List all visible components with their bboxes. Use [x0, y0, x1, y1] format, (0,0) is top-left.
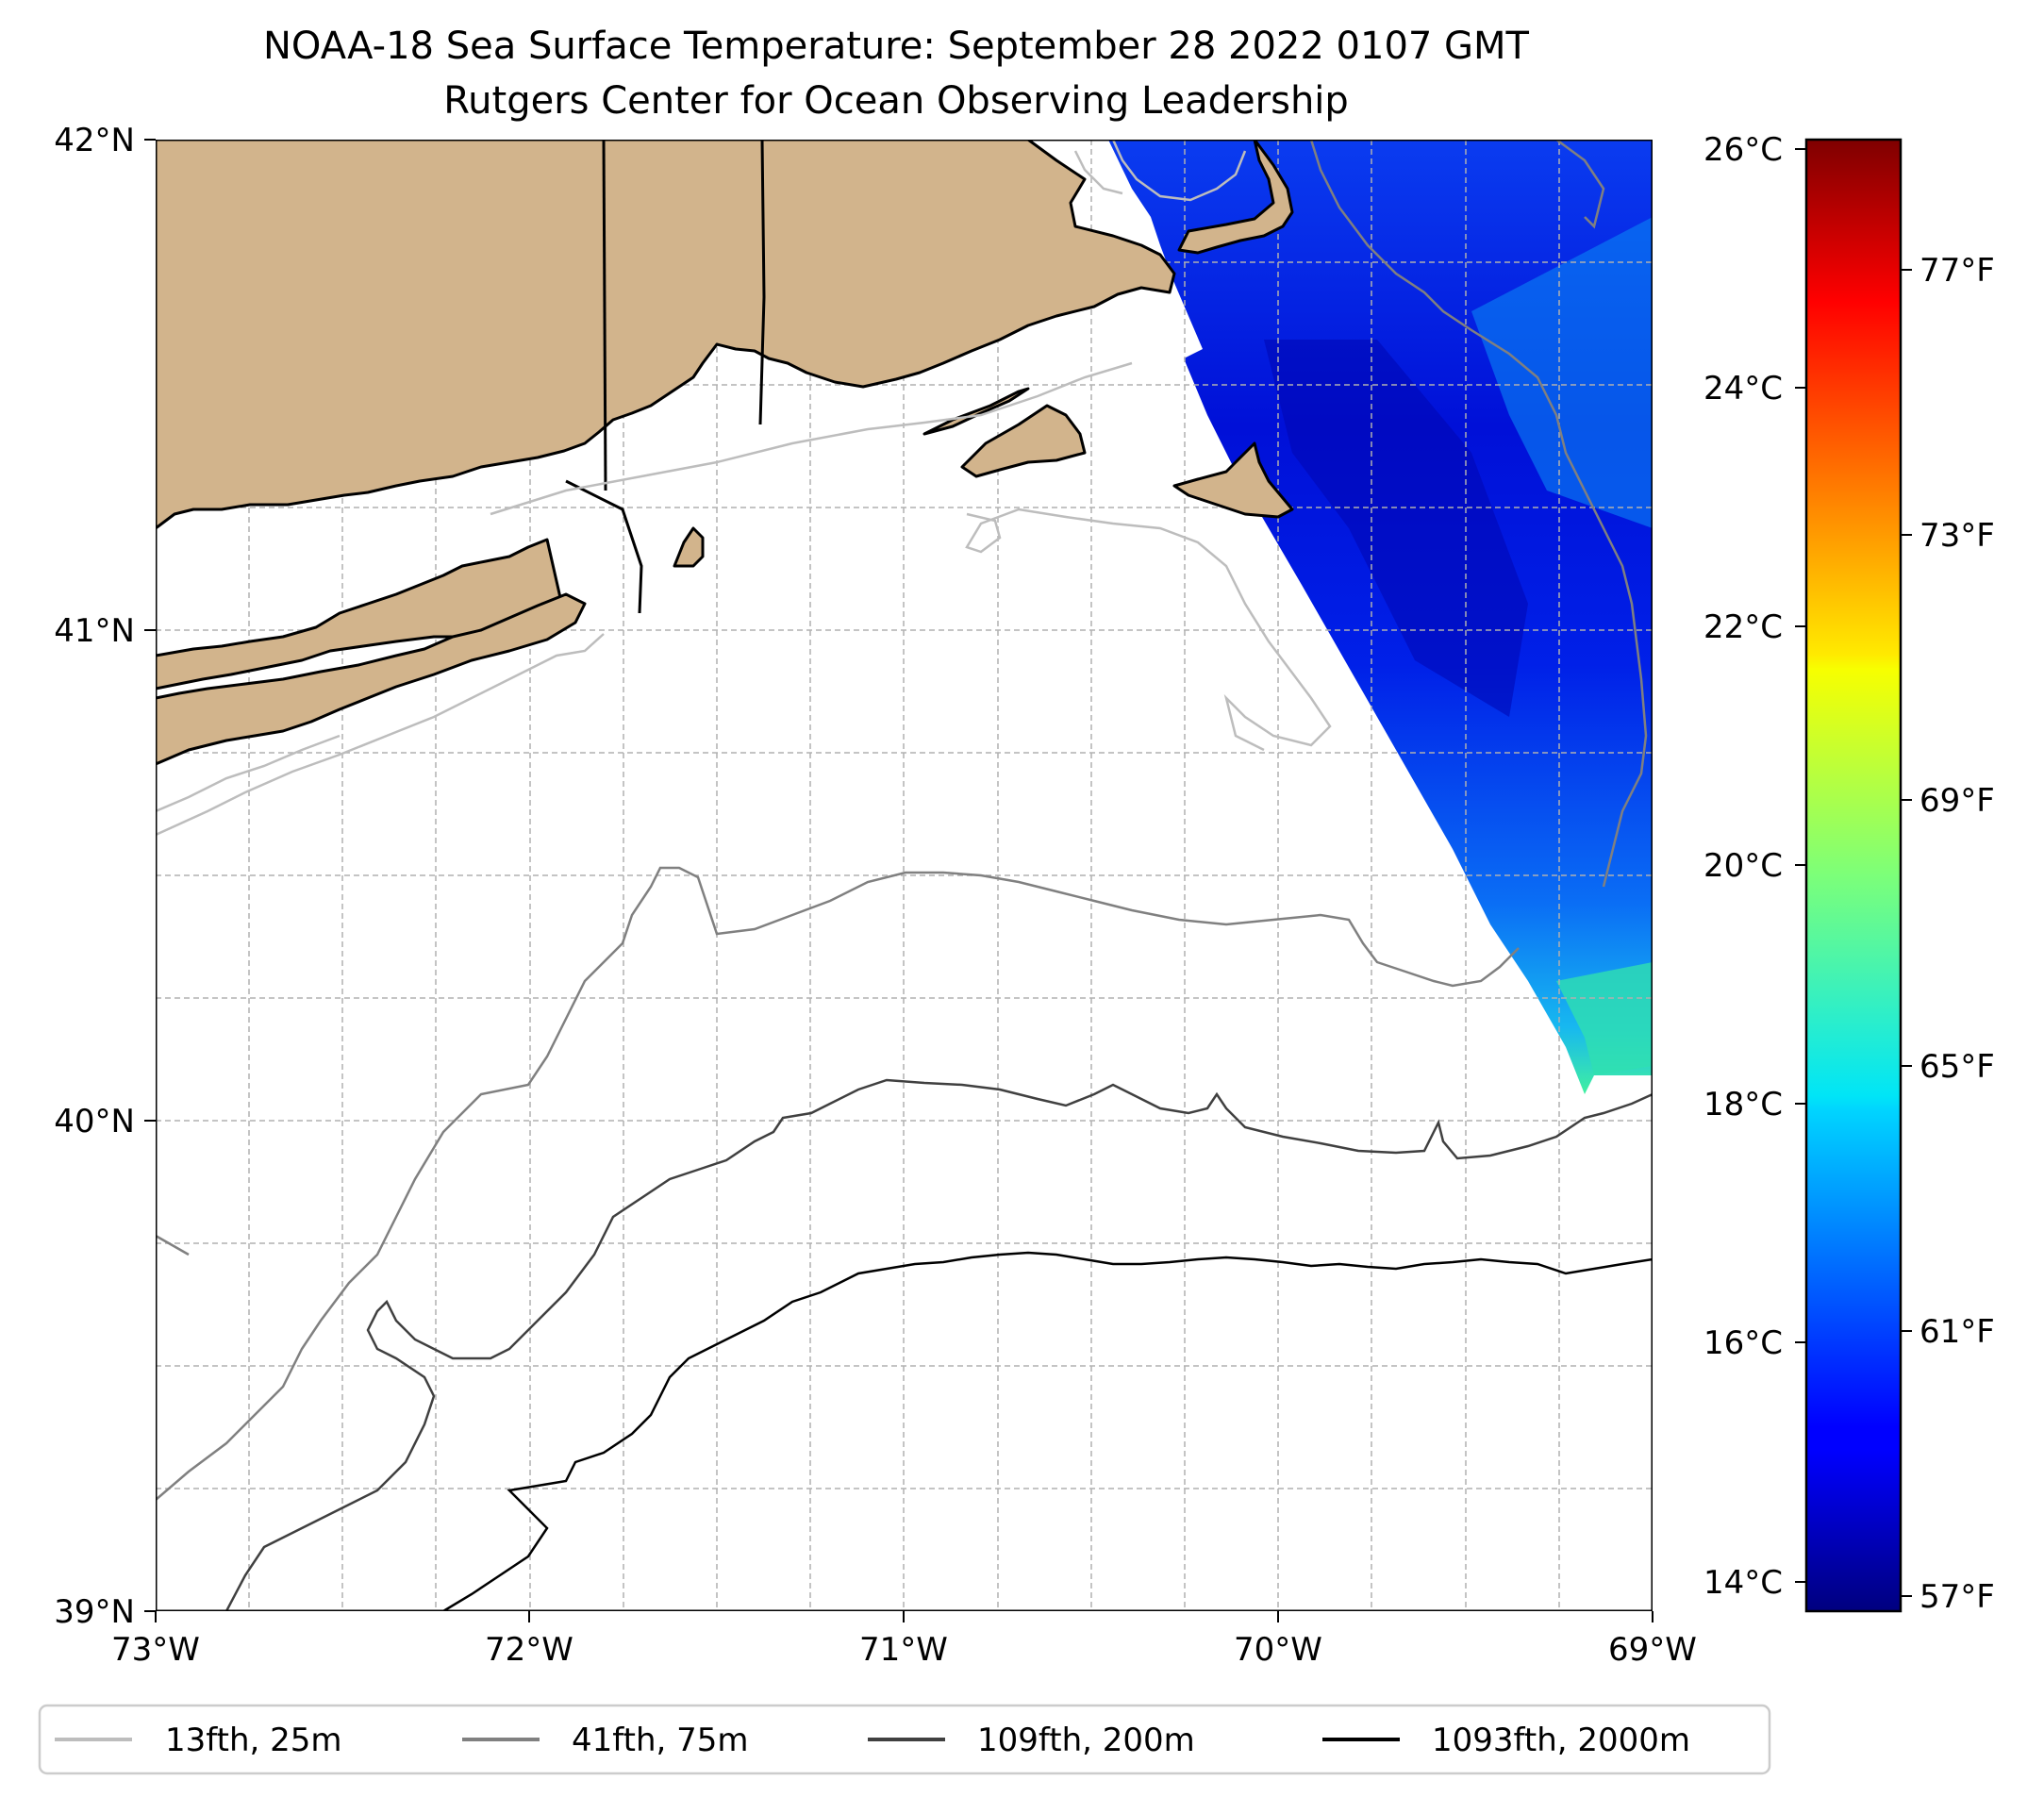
isobath-legend: 13fth, 25m 41fth, 75m 109fth, 200m 1093f…: [38, 1704, 1771, 1775]
colorbar-fahrenheit-label: 73°F: [1919, 517, 1995, 555]
map-panel: [156, 140, 1653, 1611]
lon-label: 69°W: [1608, 1631, 1697, 1669]
colorbar-fahrenheit-label: 57°F: [1919, 1578, 1995, 1616]
map-title-line2: Rutgers Center for Ocean Observing Leade…: [443, 79, 1349, 123]
sst-light-patch: [1471, 217, 1653, 528]
land-block-island: [673, 526, 705, 568]
map-title-line1: NOAA-18 Sea Surface Temperature: Septemb…: [263, 25, 1530, 68]
land-mainland: [156, 140, 1176, 530]
land: [156, 140, 1294, 766]
colorbar-celsius-label: 24°C: [1703, 370, 1783, 408]
colorbar-gradient: [1804, 138, 1903, 1613]
lat-label: 42°N: [54, 122, 135, 159]
legend-label: 1093fth, 2000m: [1432, 1722, 1690, 1759]
colorbar-celsius-label: 16°C: [1703, 1324, 1783, 1362]
land-elizabeth-islands: [922, 387, 1030, 436]
sst-warm-patch: [1556, 962, 1653, 1075]
lon-label: 73°W: [111, 1631, 200, 1669]
legend-label: 13fth, 25m: [165, 1722, 342, 1759]
land-nantucket: [1172, 441, 1294, 519]
land-marthas-vineyard: [960, 404, 1087, 478]
land-long-island-south: [156, 592, 587, 766]
lat-label: 41°N: [54, 612, 135, 650]
legend-label: 109fth, 200m: [977, 1722, 1195, 1759]
colorbar-fahrenheit-label: 61°F: [1919, 1313, 1995, 1351]
isobath-75m: [156, 140, 1648, 1501]
colorbar-celsius-label: 22°C: [1703, 608, 1783, 646]
colorbar-celsius-label: 26°C: [1703, 131, 1783, 169]
colorbar-fahrenheit-label: 69°F: [1919, 782, 1995, 820]
colorbar-celsius-label: 14°C: [1703, 1564, 1783, 1602]
isobath-200m: [224, 1078, 1653, 1611]
colorbar-fahrenheit-label: 77°F: [1919, 252, 1995, 290]
colorbar-celsius-label: 18°C: [1703, 1086, 1783, 1123]
legend-label: 41fth, 75m: [572, 1722, 749, 1759]
colorbar-fahrenheit-label: 65°F: [1919, 1048, 1995, 1086]
lat-label: 39°N: [54, 1593, 135, 1631]
lon-labels: 73°W 72°W 71°W 70°W 69°W: [111, 1631, 1697, 1669]
land-cape-cod-tip: [1177, 140, 1294, 255]
sst-dark-patch: [1264, 340, 1528, 717]
isobath-25m: [156, 140, 1332, 837]
lat-labels: 42°N 41°N 40°N 39°N: [54, 122, 135, 1631]
lon-label: 70°W: [1234, 1631, 1322, 1669]
lon-label: 72°W: [485, 1631, 573, 1669]
state-borders: [565, 140, 766, 614]
lat-label: 40°N: [54, 1103, 135, 1140]
isobath-2000m: [396, 1251, 1653, 1611]
colorbar: 14°C 16°C 18°C 20°C 22°C 24°C 26°C 57°F …: [1703, 131, 1995, 1616]
lon-label: 71°W: [859, 1631, 948, 1669]
axis-ticks: [144, 139, 1653, 1622]
colorbar-celsius-label: 20°C: [1703, 847, 1783, 885]
